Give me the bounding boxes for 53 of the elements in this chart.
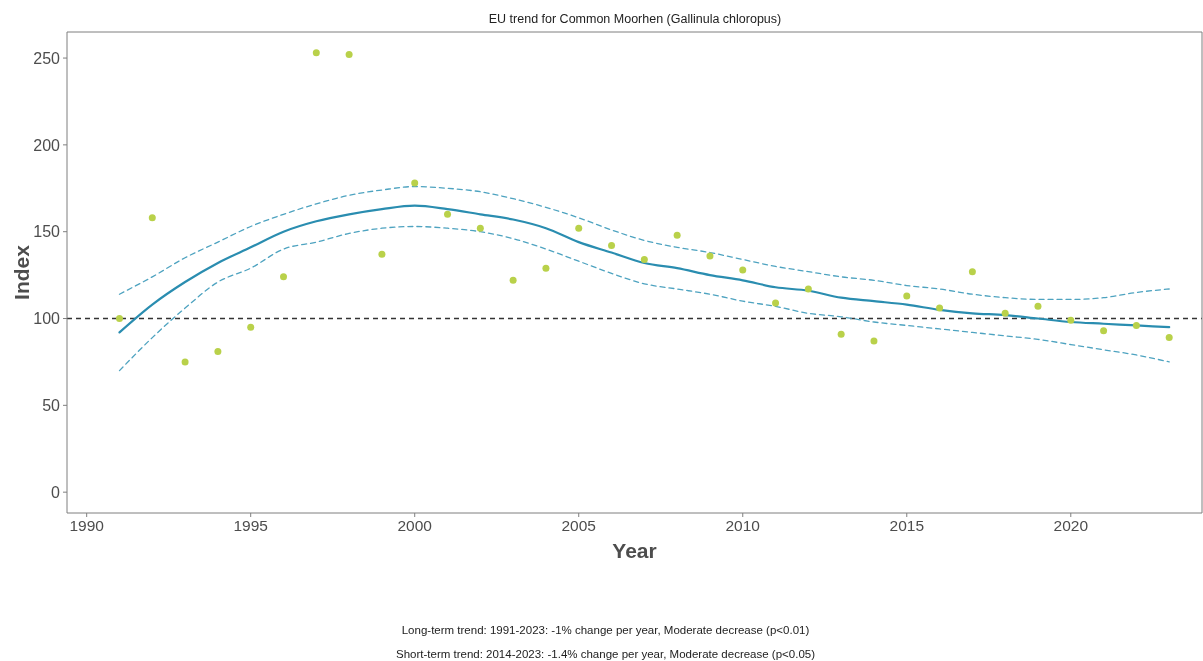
point: [1001, 309, 1009, 317]
x-tick-label: 2005: [561, 517, 596, 535]
point: [870, 337, 878, 345]
point: [903, 292, 911, 300]
point: [706, 252, 714, 260]
y-tick-label: 200: [33, 136, 61, 154]
y-tick-label: 100: [33, 310, 61, 328]
point: [476, 224, 484, 232]
point: [575, 224, 583, 232]
point: [1034, 302, 1042, 310]
point: [772, 299, 780, 307]
chart-title: EU trend for Common Moorhen (Gallinula chloropus): [487, 11, 783, 28]
point: [640, 255, 648, 263]
point: [444, 210, 452, 218]
point: [509, 276, 517, 284]
y-tick-label: 150: [33, 223, 61, 241]
x-tick-label: 1990: [69, 517, 105, 535]
point: [673, 231, 681, 239]
y-tick-label: 50: [42, 397, 61, 415]
x-tick-label: 2020: [1053, 517, 1089, 535]
point: [968, 268, 976, 276]
point: [1067, 316, 1075, 324]
point: [280, 273, 287, 281]
point: [936, 304, 944, 312]
text: Short-term trend: 2014-2023: -1.4% change per year, Moderate decrease (p<0.05): [394, 647, 816, 661]
point: [1132, 321, 1140, 329]
point: [739, 266, 747, 274]
point: [148, 214, 156, 222]
x-tick-label: 2015: [889, 517, 925, 535]
line-series: [118, 225, 1170, 372]
point: [214, 348, 222, 356]
point: [1100, 327, 1108, 335]
point: [1165, 334, 1173, 342]
y-axis-title: Index: [10, 244, 34, 300]
x-axis-title: Year: [612, 539, 657, 562]
y-tick-label: 250: [33, 49, 61, 67]
point: [345, 51, 353, 59]
point: [181, 358, 189, 366]
line-series: [118, 204, 1171, 334]
point: [608, 242, 616, 250]
point: [312, 49, 320, 57]
x-tick-label: 2000: [397, 517, 433, 535]
text: Long-term trend: 1991-2023: -1% change per year, Moderate decrease (p<0.01): [400, 623, 811, 638]
point: [378, 250, 386, 258]
point: [115, 315, 123, 323]
point: [837, 330, 845, 338]
y-tick-label: 0: [51, 483, 61, 501]
point: [411, 179, 419, 187]
point: [542, 264, 550, 272]
x-tick-label: 1995: [233, 517, 268, 535]
point: [247, 323, 255, 331]
point: [804, 285, 812, 293]
x-tick-label: 2010: [725, 517, 761, 535]
